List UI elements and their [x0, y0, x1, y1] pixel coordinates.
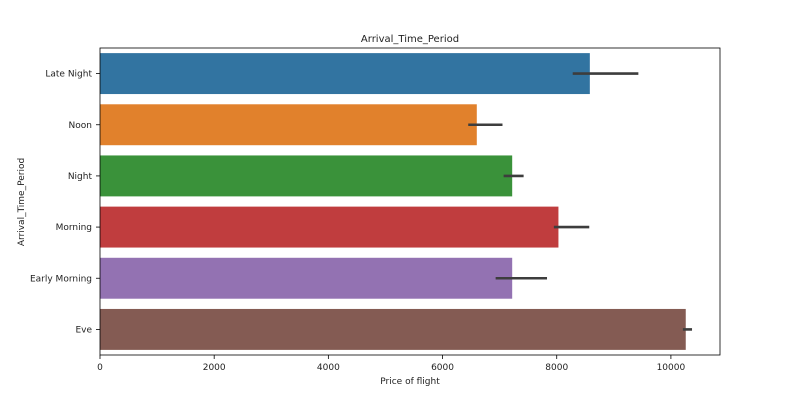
x-tick-label: 4000 — [317, 363, 340, 373]
x-tick-label: 0 — [97, 363, 103, 373]
y-tick-label: Early Morning — [30, 274, 92, 284]
y-axis: Late Night Noon Night Morning Early Morning E… — [30, 70, 100, 335]
x-axis: 0 2000 4000 6000 8000 10000 — [97, 355, 685, 373]
x-tick-label: 6000 — [431, 363, 454, 373]
bar-eve — [100, 308, 686, 350]
plot-area — [100, 53, 693, 350]
y-tick-label: Late Night — [45, 70, 92, 80]
x-tick-label: 10000 — [657, 363, 686, 373]
bar-early-morning — [100, 257, 513, 299]
bar-morning — [100, 206, 559, 248]
x-axis-label: Price of flight — [380, 377, 440, 387]
y-tick-label: Morning — [56, 223, 92, 233]
y-tick-label: Night — [68, 172, 93, 182]
plot-frame — [99, 47, 721, 356]
y-tick-label: Eve — [75, 325, 92, 335]
bar-night — [100, 155, 513, 197]
y-axis-label: Arrival_Time_Period — [17, 158, 27, 246]
chart-title: Arrival_Time_Period — [361, 34, 459, 45]
x-tick-label: 2000 — [203, 363, 226, 373]
x-tick-label: 8000 — [545, 363, 568, 373]
bar-noon — [100, 104, 477, 146]
y-tick-label: Noon — [69, 121, 92, 131]
bar-late-night — [100, 53, 590, 95]
